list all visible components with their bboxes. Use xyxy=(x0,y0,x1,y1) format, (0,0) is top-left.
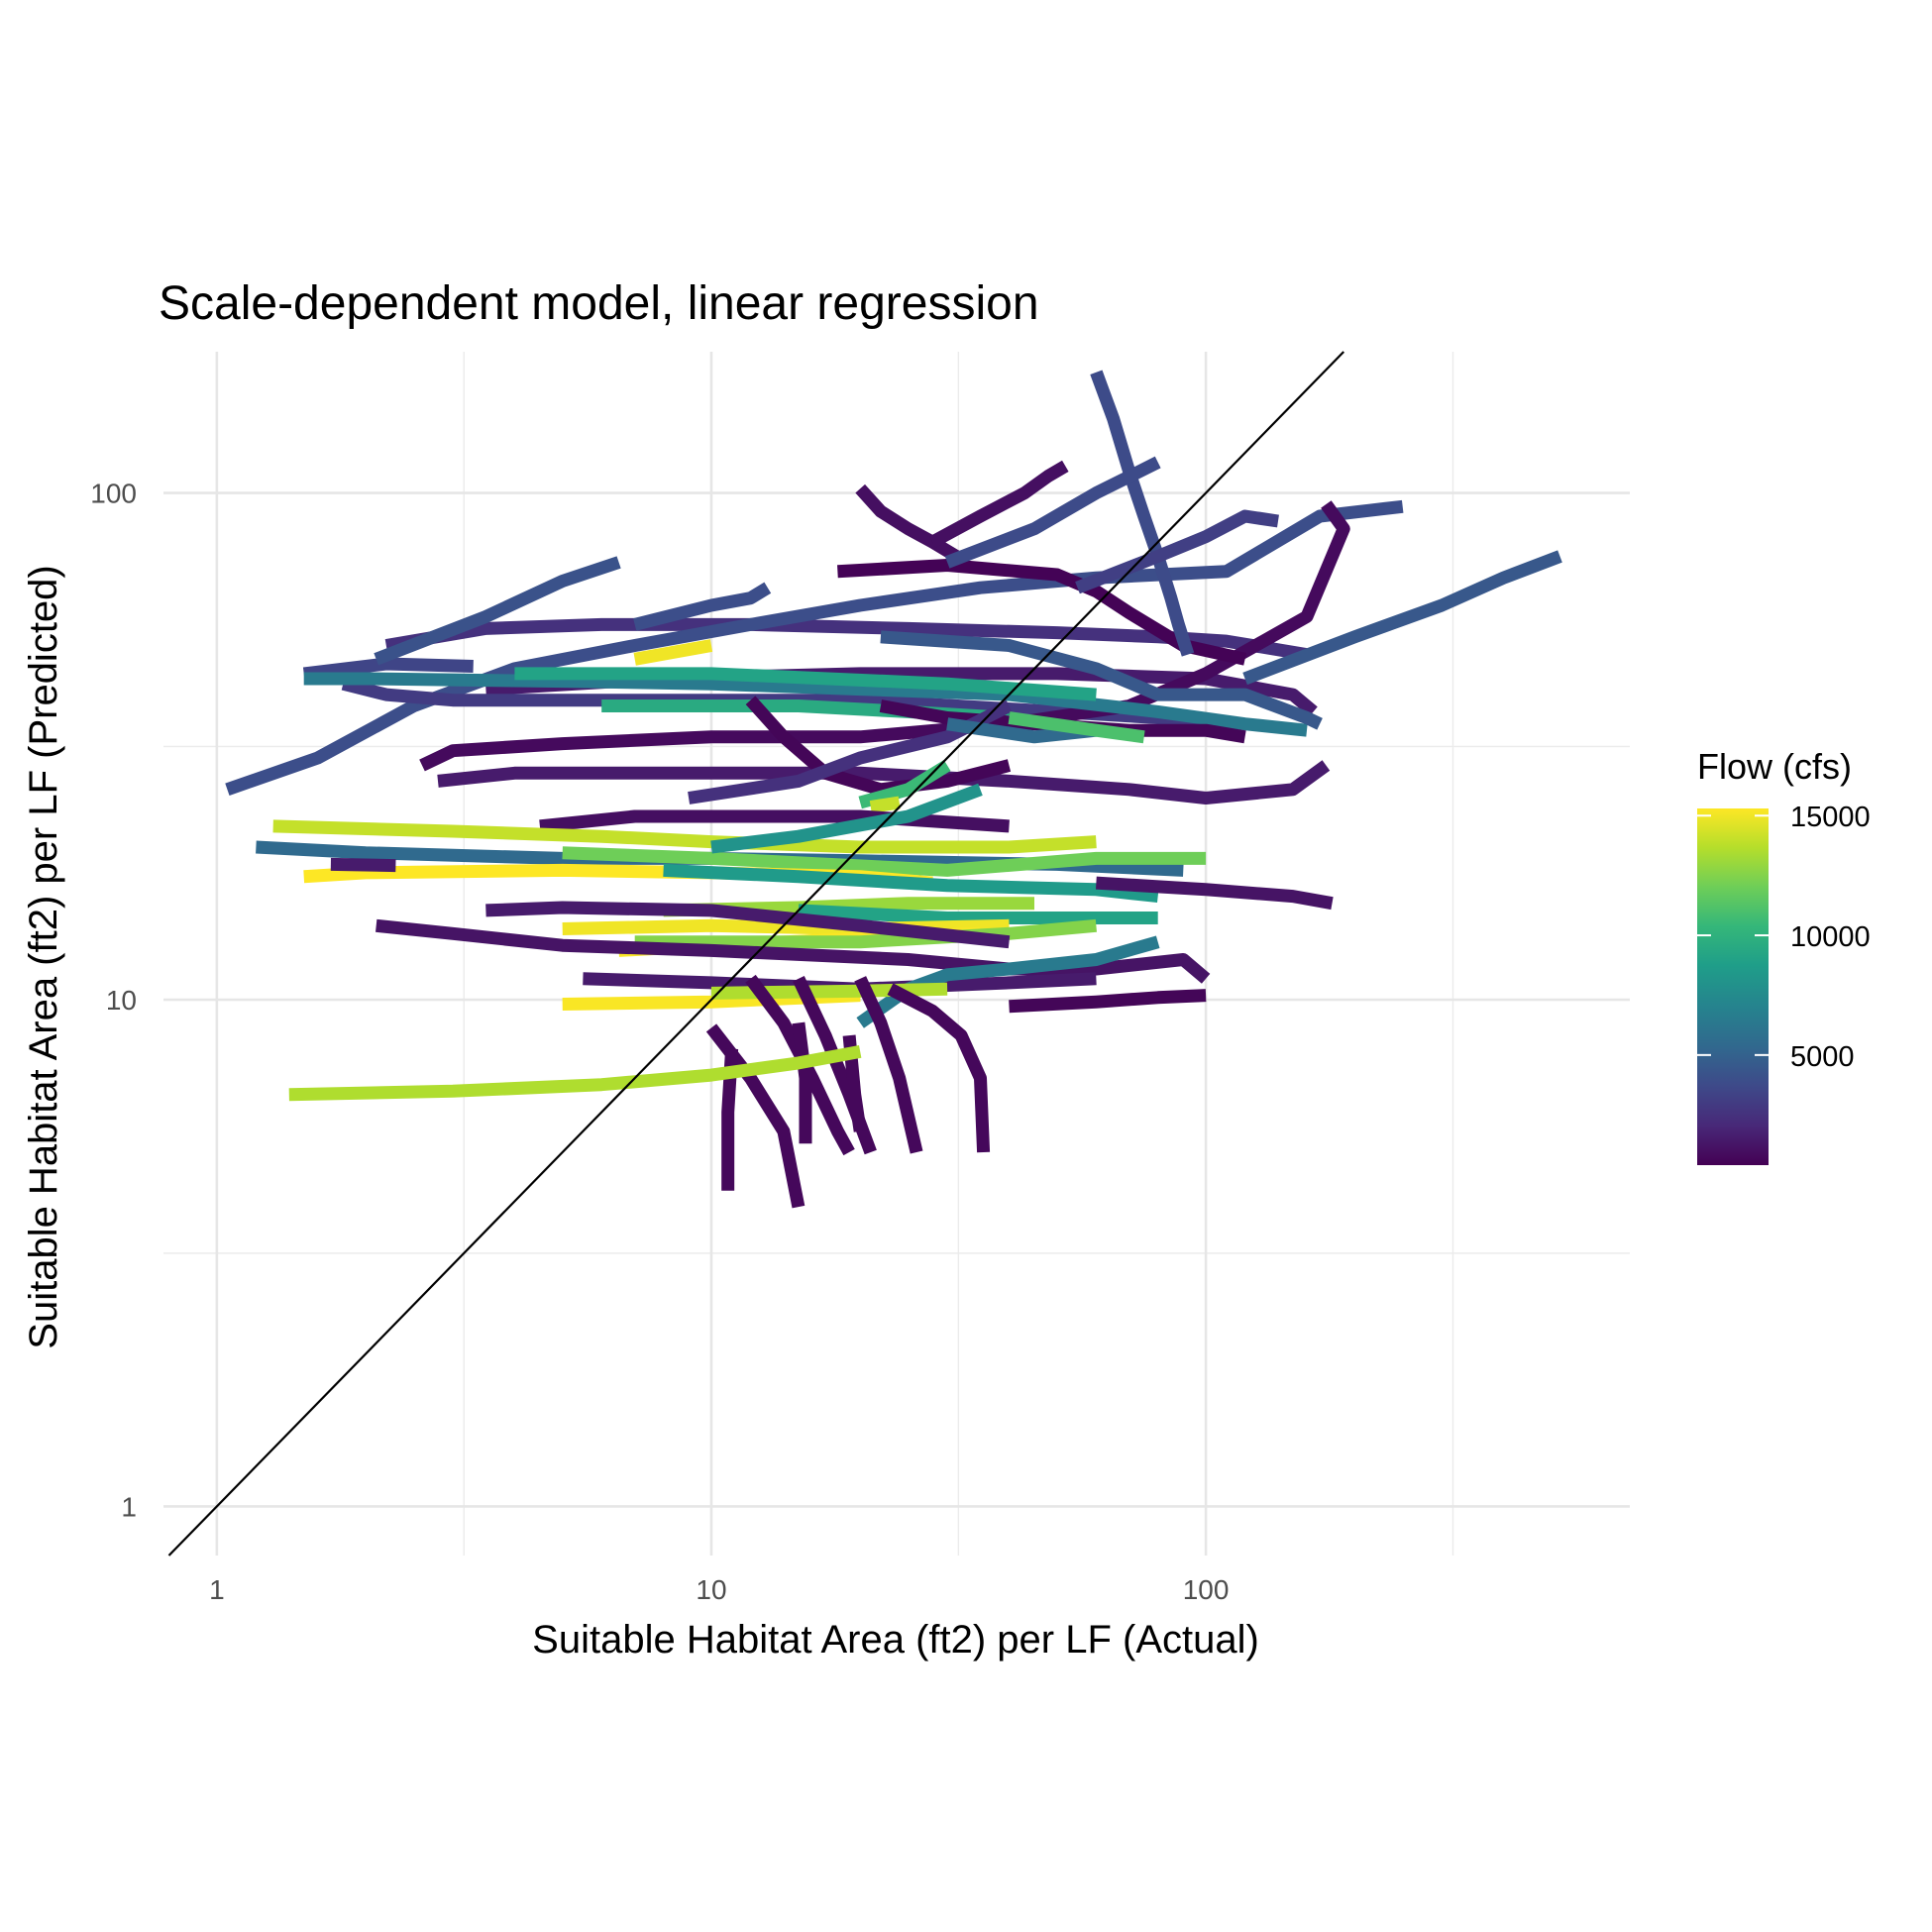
series-line xyxy=(384,617,1309,662)
series-line xyxy=(880,630,1323,730)
series-line xyxy=(225,499,1404,796)
series-line xyxy=(633,582,772,631)
series-line xyxy=(1008,711,1145,744)
legend-break-label: 5000 xyxy=(1790,1041,1855,1073)
series-line xyxy=(798,904,1158,924)
legend-title: Flow (cfs) xyxy=(1697,746,1852,787)
legend-breaks: 5000 10000 15000 xyxy=(1697,802,1871,1073)
series-line xyxy=(302,657,474,681)
series-line xyxy=(303,672,1308,737)
series-line xyxy=(869,796,901,813)
series-line xyxy=(855,483,965,565)
series-line xyxy=(376,918,1211,984)
y-axis-title: Suitable Habitat Area (ft2) per LF (Pred… xyxy=(22,565,65,1348)
x-tick-label: 10 xyxy=(696,1574,726,1605)
y-tick-label: 100 xyxy=(90,479,137,509)
legend-break-label: 15000 xyxy=(1790,802,1871,833)
series-line xyxy=(514,667,1097,701)
legend: Flow (cfs) 5000 10000 15000 xyxy=(1697,746,1871,1165)
series-line xyxy=(1090,370,1195,657)
y-axis-ticks: 1 10 100 xyxy=(90,479,137,1523)
series-line xyxy=(633,639,713,666)
legend-colorbar xyxy=(1697,808,1769,1165)
series-line xyxy=(663,863,1159,904)
series-line xyxy=(745,696,1012,797)
y-tick-label: 1 xyxy=(121,1491,137,1522)
series-line xyxy=(485,901,1011,949)
identity-line xyxy=(167,351,1345,1556)
series-line xyxy=(437,760,1331,805)
series-line xyxy=(562,918,1010,935)
legend-break-label: 10000 xyxy=(1790,921,1871,953)
x-tick-label: 100 xyxy=(1183,1574,1230,1605)
series-line xyxy=(374,556,621,666)
series-line xyxy=(944,456,1161,569)
x-axis-title: Suitable Habitat Area (ft2) per LF (Actu… xyxy=(532,1618,1259,1662)
series-line xyxy=(792,1021,812,1144)
series-line xyxy=(858,759,951,809)
series-line xyxy=(634,918,1097,949)
series-line xyxy=(1096,876,1334,911)
series-line xyxy=(887,983,991,1153)
series-line xyxy=(330,857,396,873)
x-axis-ticks: 1 10 100 xyxy=(209,1574,1229,1605)
y-tick-label: 10 xyxy=(106,985,137,1016)
series-line xyxy=(288,1045,862,1102)
series-line xyxy=(562,846,1207,877)
series-line xyxy=(1075,509,1279,594)
data-series xyxy=(225,370,1562,1209)
chart-title: Scale-dependent model, linear regression xyxy=(159,277,1039,330)
series-line xyxy=(1009,989,1207,1014)
series-line xyxy=(710,982,948,1000)
series-line xyxy=(539,809,1010,833)
series-line xyxy=(745,974,855,1156)
series-line xyxy=(1242,550,1562,686)
x-tick-label: 1 xyxy=(209,1574,225,1605)
series-line xyxy=(710,783,983,854)
series-line xyxy=(854,976,923,1154)
series-line xyxy=(929,460,1069,548)
